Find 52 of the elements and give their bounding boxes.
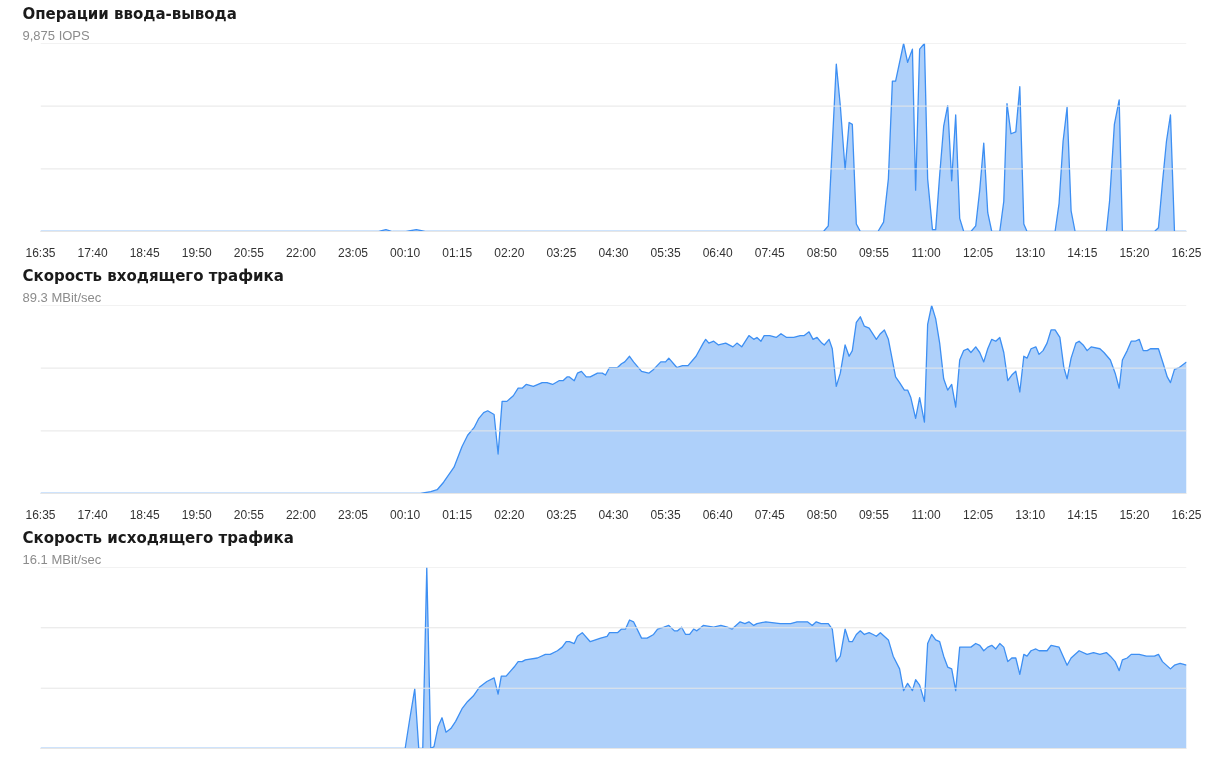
chart-subtitle: 16.1 MBit/sec	[22, 551, 102, 567]
x-tick-label: 09:55	[858, 245, 890, 260]
x-tick-label: 23:05	[338, 245, 369, 260]
x-tick-label: 23:05	[338, 507, 369, 522]
x-tick-label: 12:05	[963, 245, 994, 260]
x-tick-label: 16:35	[25, 245, 56, 260]
x-tick-label: 03:25	[546, 245, 577, 260]
x-tick-label: 18:45	[129, 507, 161, 522]
x-tick-label: 07:45	[754, 507, 786, 522]
chart-title: Скорость исходящего трафика	[22, 528, 294, 547]
chart-title: Скорость входящего трафика	[22, 266, 284, 285]
chart-title: Операции ввода-вывода	[22, 4, 237, 23]
x-tick-label: 03:25	[546, 507, 577, 522]
x-tick-label: 20:55	[233, 245, 265, 260]
x-tick-label: 01:15	[442, 507, 473, 522]
x-tick-label: 18:45	[129, 245, 161, 260]
x-tick-label: 01:15	[442, 245, 473, 260]
x-tick-label: 04:30	[598, 507, 629, 522]
x-tick-label: 17:40	[77, 245, 108, 260]
x-tick-label: 15:20	[1119, 245, 1150, 260]
x-tick-label: 20:55	[233, 507, 265, 522]
x-tick-label: 04:30	[598, 245, 629, 260]
x-tick-label: 08:50	[806, 507, 838, 522]
x-tick-label: 05:35	[650, 507, 681, 522]
x-tick-label: 06:40	[702, 507, 734, 522]
x-tick-label: 11:00	[911, 245, 941, 260]
chart-subtitle: 9,875 IOPS	[22, 27, 91, 43]
x-tick-label: 14:15	[1067, 245, 1098, 260]
x-tick-label: 22:00	[285, 245, 317, 260]
x-tick-label: 02:20	[494, 245, 525, 260]
x-tick-label: 13:10	[1015, 507, 1046, 522]
x-tick-label: 16:35	[25, 507, 56, 522]
x-tick-label: 06:40	[702, 245, 734, 260]
x-tick-label: 16:25	[1171, 245, 1202, 260]
x-tick-label: 09:55	[858, 507, 890, 522]
x-tick-label: 12:05	[963, 507, 994, 522]
x-tick-label: 08:50	[806, 245, 838, 260]
x-tick-label: 19:50	[181, 507, 213, 522]
chart-subtitle: 89.3 MBit/sec	[22, 289, 102, 305]
x-tick-label: 14:15	[1067, 507, 1098, 522]
x-tick-label: 07:45	[754, 245, 786, 260]
x-tick-label: 16:25	[1171, 507, 1202, 522]
x-tick-label: 19:50	[181, 245, 213, 260]
x-tick-label: 11:00	[911, 507, 941, 522]
x-tick-label: 13:10	[1015, 245, 1046, 260]
x-tick-label: 22:00	[285, 507, 317, 522]
x-tick-label: 02:20	[494, 507, 525, 522]
x-tick-label: 00:10	[390, 245, 421, 260]
x-tick-label: 17:40	[77, 507, 108, 522]
x-tick-label: 15:20	[1119, 507, 1150, 522]
x-tick-label: 00:10	[390, 507, 421, 522]
x-tick-label: 05:35	[650, 245, 681, 260]
